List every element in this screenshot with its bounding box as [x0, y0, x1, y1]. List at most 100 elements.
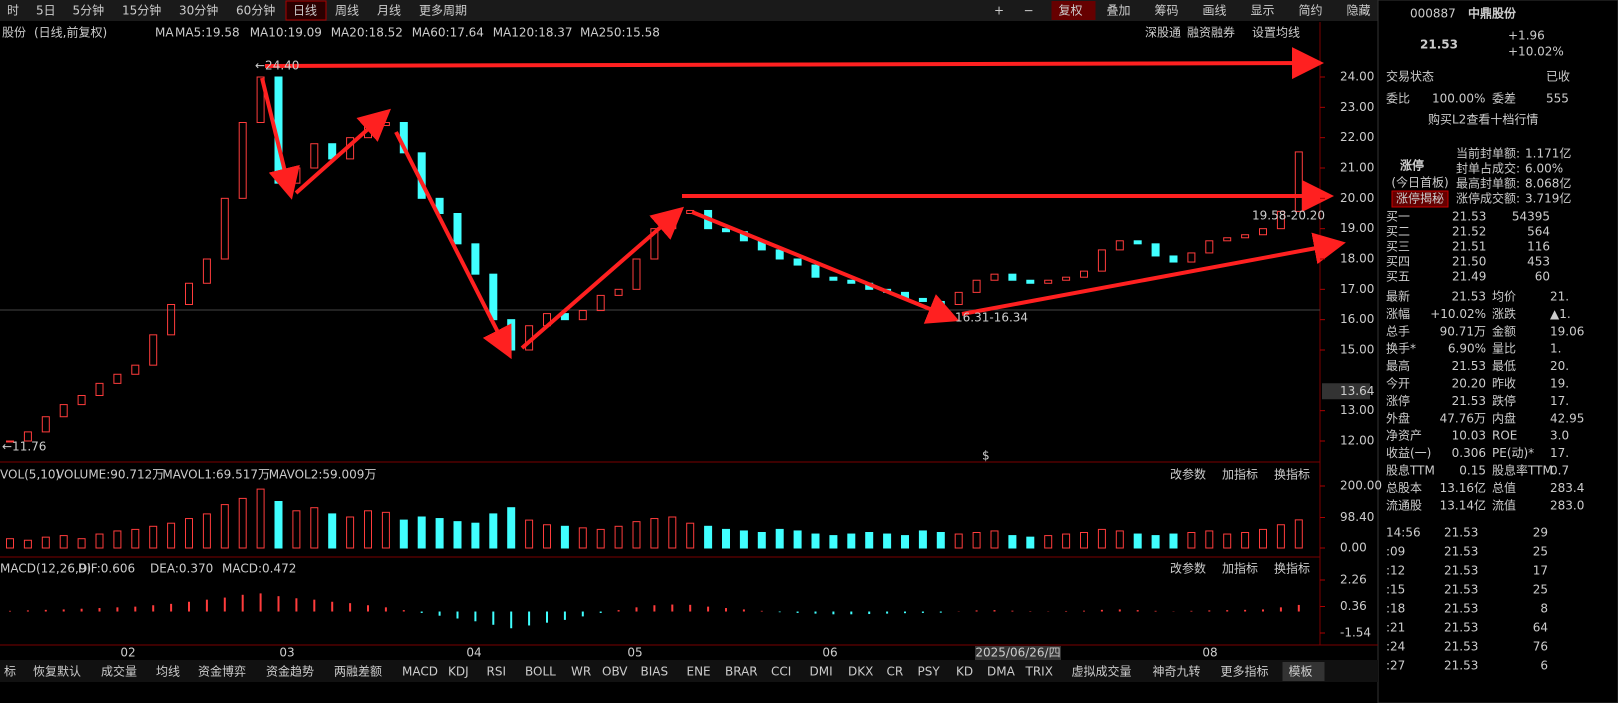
indicator-tab[interactable]: 更多指标 [1221, 664, 1269, 679]
tab[interactable]: 日线 [293, 4, 317, 18]
tab[interactable]: 更多周期 [419, 4, 467, 18]
label: 跌停 [1492, 393, 1516, 408]
label: 已收 [1546, 70, 1570, 84]
arrow [264, 47, 1324, 80]
label: 283.0 [1550, 498, 1584, 512]
tab[interactable]: 30分钟 [179, 3, 218, 18]
y-tick-label: 22.00 [1340, 130, 1374, 144]
indicator-tab[interactable]: RSI [487, 665, 507, 679]
indicator-tab[interactable]: 模板 [1289, 665, 1313, 679]
indicator-tab[interactable]: DMA [987, 665, 1016, 679]
label[interactable]: 涨停揭秘 [1396, 191, 1444, 206]
indicator-tab[interactable]: 两融差额 [334, 665, 382, 679]
tool-button[interactable]: + [994, 4, 1004, 18]
volume-bar [525, 519, 534, 549]
label: 股息率TTM [1492, 463, 1553, 478]
indicator-tab[interactable]: 资金博弈 [198, 664, 246, 679]
volume-bar [310, 507, 319, 549]
candle [256, 76, 265, 123]
panel-button[interactable]: 换指标 [1274, 561, 1310, 576]
candle [918, 297, 927, 302]
label: 0.15 [1459, 464, 1486, 478]
tab[interactable]: 60分钟 [236, 3, 275, 18]
volume-bar [1008, 535, 1017, 549]
annotation: ←11.76 [2, 440, 46, 454]
volume-bar [972, 532, 981, 549]
tool-button[interactable]: 叠加 [1107, 4, 1131, 18]
tool-button[interactable]: − [1024, 4, 1034, 18]
indicator-tab[interactable]: KDJ [448, 665, 469, 679]
tool-button[interactable]: 简约 [1299, 3, 1323, 18]
link[interactable]: 设置均线 [1252, 26, 1300, 40]
label: 换手* [1386, 342, 1416, 356]
tool-button[interactable]: 显示 [1251, 4, 1275, 18]
indicator-tab[interactable]: 恢复默认 [33, 664, 81, 679]
y-tick-label: -1.54 [1340, 626, 1371, 640]
label[interactable]: 购买L2查看十档行情 [1428, 112, 1538, 127]
tab[interactable]: 月线 [377, 4, 401, 18]
annotation: 19.58-20.20 [1252, 209, 1325, 223]
label: 64 [1533, 621, 1548, 635]
tab[interactable]: 5分钟 [73, 3, 105, 18]
annotation: 16.31-16.34 [955, 311, 1028, 325]
annotation: $ [982, 449, 990, 463]
tool-button[interactable]: 筹码 [1155, 4, 1179, 18]
tab[interactable]: 时 [7, 4, 19, 18]
indicator-tab[interactable]: 资金趋势 [266, 664, 314, 679]
indicator-tab[interactable]: PSY [918, 665, 941, 679]
candle [310, 143, 319, 169]
volume-bar [1026, 536, 1035, 549]
x-tick-label: 08 [1202, 646, 1217, 660]
indicator-tab[interactable]: DKX [848, 665, 873, 679]
tool-button[interactable]: 隐藏 [1347, 4, 1371, 18]
panel-button[interactable]: 加指标 [1222, 467, 1258, 482]
volume-bar [346, 516, 355, 549]
panel-button[interactable]: 加指标 [1222, 561, 1258, 576]
tab[interactable]: 5日 [36, 4, 56, 18]
indicator-tab[interactable]: ENE [687, 665, 711, 679]
indicator-tab[interactable]: 神奇九转 [1153, 664, 1201, 679]
label: +10.02% [1508, 45, 1564, 59]
panel-button[interactable]: 换指标 [1274, 467, 1310, 482]
panel-button[interactable]: 改参数 [1170, 561, 1206, 576]
tool-button[interactable]: 复权 [1059, 4, 1083, 18]
indicator-tab[interactable]: CR [887, 665, 904, 679]
label: DEA:0.370 [150, 562, 213, 576]
candle [990, 273, 999, 281]
indicator-tab[interactable]: 成交量 [101, 664, 137, 679]
label: 555 [1546, 92, 1569, 106]
indicator-tab[interactable]: BRAR [725, 665, 758, 679]
label: 6 [1540, 659, 1548, 673]
indicator-tab[interactable]: KD [956, 665, 973, 679]
indicator-tab[interactable]: 虚拟成交量 [1072, 664, 1132, 679]
indicator-tab[interactable]: MACD [402, 665, 438, 679]
label: 21.52 [1452, 225, 1486, 239]
label: 10.03 [1452, 429, 1486, 443]
indicator-tab[interactable]: CCI [771, 665, 791, 679]
volume-bar [704, 525, 713, 549]
indicator-tab[interactable]: 均线 [156, 665, 180, 679]
tab[interactable]: 周线 [335, 4, 359, 18]
annotation-arrows [260, 47, 1346, 360]
link[interactable]: 深股通 [1145, 26, 1181, 40]
label: 今开 [1386, 376, 1410, 391]
y-tick-label: 0.00 [1340, 541, 1367, 555]
y-tick-label: 0.36 [1340, 599, 1367, 613]
indicator-tab[interactable]: OBV [602, 665, 628, 679]
label: DIF:0.606 [78, 562, 135, 576]
label: 20.20 [1452, 377, 1486, 391]
label: 最高 [1386, 358, 1410, 373]
tab[interactable]: 15分钟 [122, 3, 161, 18]
indicator-tab[interactable]: WR [571, 665, 591, 679]
indicator-tab[interactable]: DMI [810, 665, 833, 679]
indicator-tab[interactable]: BOLL [525, 665, 556, 679]
indicator-tab[interactable]: 标 [4, 665, 16, 679]
tab-active [285, 0, 327, 21]
indicator-tab[interactable]: TRIX [1025, 665, 1053, 679]
y-tick-label: 23.00 [1340, 100, 1374, 114]
panel-button[interactable]: 改参数 [1170, 467, 1206, 482]
candle [59, 404, 68, 418]
link[interactable]: 融资融券 [1187, 25, 1235, 40]
tool-button[interactable]: 画线 [1203, 4, 1227, 18]
indicator-tab[interactable]: BIAS [641, 665, 669, 679]
